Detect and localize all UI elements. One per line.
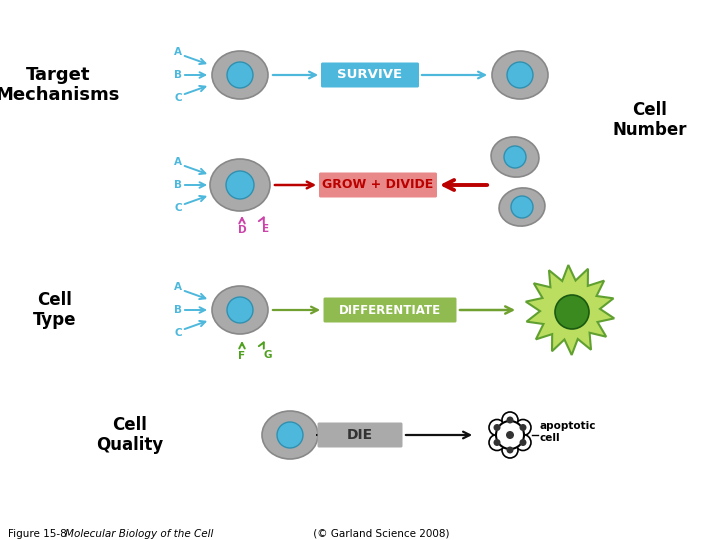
Text: A: A [174, 157, 182, 167]
Ellipse shape [262, 411, 318, 459]
Text: Cell
Quality: Cell Quality [96, 416, 163, 454]
Ellipse shape [210, 159, 270, 211]
Text: DIFFERENTIATE: DIFFERENTIATE [339, 303, 441, 316]
Text: Figure 15-8: Figure 15-8 [8, 529, 73, 539]
Text: C: C [174, 93, 182, 103]
Circle shape [520, 424, 526, 431]
Circle shape [226, 171, 254, 199]
Text: E: E [262, 224, 269, 234]
Text: apoptotic
cell: apoptotic cell [540, 421, 596, 443]
Text: B: B [174, 70, 182, 80]
Text: G: G [264, 350, 272, 360]
Circle shape [507, 62, 533, 88]
Circle shape [515, 435, 531, 450]
Text: SURVIVE: SURVIVE [338, 69, 402, 82]
Circle shape [502, 412, 518, 428]
Text: A: A [174, 47, 182, 57]
Ellipse shape [212, 51, 268, 99]
Text: B: B [174, 305, 182, 315]
Circle shape [511, 196, 533, 218]
Circle shape [515, 420, 531, 435]
Ellipse shape [499, 188, 545, 226]
Text: DIE: DIE [347, 428, 373, 442]
Circle shape [504, 146, 526, 168]
Text: D: D [238, 225, 246, 235]
Text: C: C [174, 203, 182, 213]
Circle shape [506, 447, 513, 454]
Text: Cell
Type: Cell Type [33, 291, 77, 329]
Circle shape [506, 416, 513, 423]
Text: GROW + DIVIDE: GROW + DIVIDE [323, 179, 433, 192]
Circle shape [489, 435, 505, 450]
Circle shape [227, 297, 253, 323]
Circle shape [489, 420, 505, 435]
FancyBboxPatch shape [321, 63, 419, 87]
Circle shape [277, 422, 303, 448]
Text: A: A [174, 282, 182, 292]
Text: Target
Mechanisms: Target Mechanisms [0, 65, 120, 104]
Circle shape [506, 431, 514, 439]
Circle shape [493, 439, 500, 446]
Ellipse shape [212, 286, 268, 334]
FancyBboxPatch shape [319, 172, 437, 198]
FancyBboxPatch shape [318, 422, 402, 448]
Ellipse shape [491, 137, 539, 177]
Text: Molecular Biology of the Cell: Molecular Biology of the Cell [65, 529, 213, 539]
Circle shape [555, 295, 589, 329]
Ellipse shape [492, 51, 548, 99]
Text: F: F [238, 351, 246, 361]
Circle shape [493, 424, 500, 431]
Text: Cell
Number: Cell Number [613, 100, 688, 139]
Circle shape [227, 62, 253, 88]
FancyBboxPatch shape [323, 298, 456, 322]
Polygon shape [526, 265, 614, 355]
Circle shape [502, 442, 518, 458]
Circle shape [496, 421, 524, 449]
Text: (© Garland Science 2008): (© Garland Science 2008) [310, 529, 449, 539]
Text: C: C [174, 328, 182, 338]
Text: B: B [174, 180, 182, 190]
Circle shape [520, 439, 526, 446]
